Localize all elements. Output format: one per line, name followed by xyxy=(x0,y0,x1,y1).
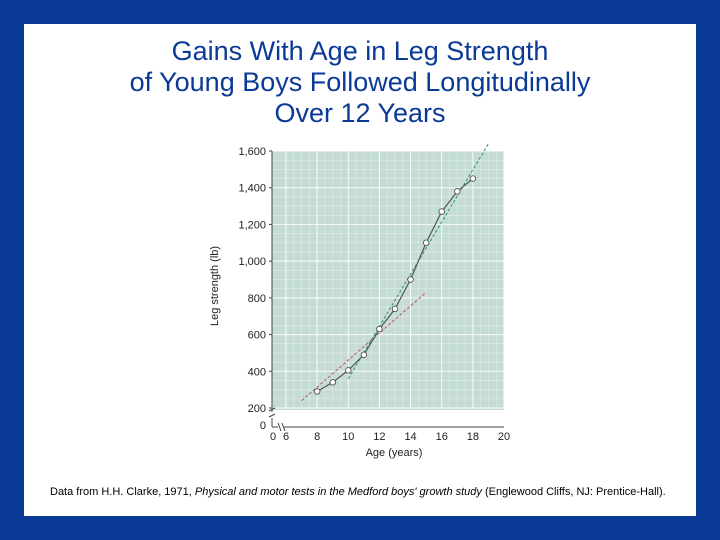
citation: Data from H.H. Clarke, 1971, Physical an… xyxy=(50,485,690,500)
data-point xyxy=(469,175,477,182)
data-point xyxy=(407,276,414,283)
y-tick-label: 0 xyxy=(260,420,266,432)
axis-break-mark xyxy=(277,422,286,432)
x-tick-label: 14 xyxy=(404,431,416,443)
y-tick-label: 200 xyxy=(248,403,266,415)
y-axis-label: Leg strength (lb) xyxy=(209,246,221,326)
y-tick-label: 800 xyxy=(248,293,266,305)
title-line: Gains With Age in Leg Strength xyxy=(171,36,549,66)
title-line: Over 12 Years xyxy=(274,98,446,128)
data-series xyxy=(313,175,477,395)
y-tick-label: 400 xyxy=(248,366,266,378)
x-axis-label: Age (years) xyxy=(366,447,423,459)
axes xyxy=(268,151,504,432)
data-point xyxy=(454,188,461,195)
y-tick-label: 1,400 xyxy=(238,183,266,195)
x-tick-label: 6 xyxy=(283,431,289,443)
x-tick-label: 8 xyxy=(314,431,320,443)
data-point xyxy=(329,379,336,386)
citation-title: Physical and motor tests in the Medford … xyxy=(194,486,482,498)
grid xyxy=(272,150,505,409)
y-tick-label: 1,200 xyxy=(238,219,266,231)
data-point xyxy=(345,367,352,374)
data-point xyxy=(422,239,430,246)
x-tick-label: 16 xyxy=(436,431,448,443)
plot-background xyxy=(272,151,504,410)
x-tick-label: 12 xyxy=(373,431,385,443)
x-tick-label: 0 xyxy=(270,431,276,443)
data-point xyxy=(438,208,445,215)
citation-suffix: (Englewood Cliffs, NJ: Prentice-Hall). xyxy=(481,486,666,498)
y-tick-label: 1,600 xyxy=(238,146,266,158)
slide-title: Gains With Age in Leg Strength of Young … xyxy=(24,36,696,129)
x-tick-label: 20 xyxy=(498,431,510,443)
x-tick-label: 10 xyxy=(342,431,354,443)
y-tick-label: 1,000 xyxy=(238,256,266,268)
slide: Gains With Age in Leg Strength of Young … xyxy=(24,24,696,516)
data-point xyxy=(360,351,368,358)
title-line: of Young Boys Followed Longitudinally xyxy=(129,67,591,97)
data-point xyxy=(376,325,383,333)
x-tick-label: 18 xyxy=(467,431,479,443)
axis-break-mark xyxy=(268,407,276,418)
data-point xyxy=(391,305,399,313)
data-point xyxy=(313,388,321,395)
citation-prefix: Data from H.H. Clarke, 1971, xyxy=(50,486,195,498)
trend-line xyxy=(301,291,427,402)
y-tick-label: 600 xyxy=(248,330,266,342)
